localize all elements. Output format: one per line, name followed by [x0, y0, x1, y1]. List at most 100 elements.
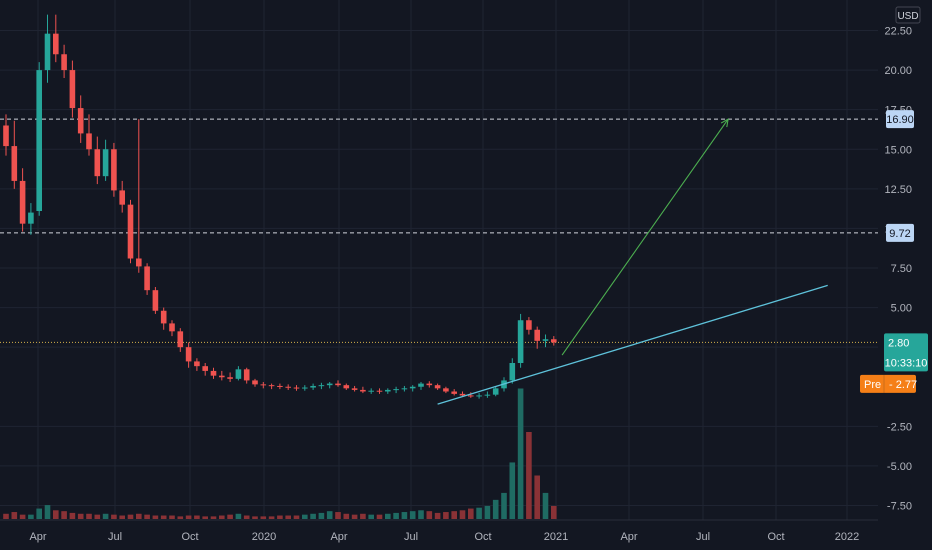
volume-bar: [119, 515, 125, 519]
volume-bar: [194, 515, 200, 519]
level-price-tag: [886, 110, 914, 129]
candle-body: [219, 375, 225, 378]
candle-body: [343, 385, 350, 389]
candle-body: [526, 320, 532, 330]
currency-badge[interactable]: USD: [895, 6, 921, 24]
volume-bar: [468, 508, 474, 519]
volume-bar: [534, 475, 540, 519]
candle-body: [335, 383, 341, 386]
y-tick-label: -5.00: [887, 461, 912, 473]
volume-bar: [19, 514, 26, 519]
currency-label: USD: [897, 11, 918, 22]
volume-bar: [310, 513, 316, 519]
volume-bar: [451, 511, 457, 519]
candle-body: [28, 212, 34, 224]
candle-body: [19, 180, 26, 224]
volume-bar: [144, 514, 150, 519]
volume-bar: [102, 513, 109, 519]
premarket-tag: [860, 374, 916, 393]
candle-body: [243, 369, 250, 381]
volume-bar: [409, 511, 416, 519]
candle-body: [310, 385, 316, 388]
x-tick-label: Jul: [696, 531, 710, 543]
candle-body: [235, 369, 242, 379]
horizontal-levels[interactable]: [0, 118, 878, 343]
candle-body: [252, 380, 258, 385]
level-price-label: 16.90: [886, 114, 914, 126]
volume-bar: [77, 513, 84, 519]
level-price-tag: [886, 223, 914, 242]
volume-bar: [86, 513, 92, 519]
price-axis[interactable]: 22.5020.0017.5015.0012.5010.007.505.002.…: [878, 0, 932, 520]
volume-bar: [202, 516, 208, 519]
target-arrow-head: [720, 118, 729, 128]
volume-bar: [44, 505, 51, 519]
volume-bar: [177, 516, 184, 519]
candle-body: [409, 386, 416, 389]
current-price-tag: [884, 333, 928, 372]
candle-body: [227, 377, 233, 379]
y-tick-label: 12.50: [884, 184, 912, 196]
target-arrow-line[interactable]: [561, 118, 729, 356]
candle-body: [102, 149, 109, 177]
volume-bar: [326, 511, 333, 519]
x-tick-label: Oct: [767, 531, 784, 543]
volume-bar: [393, 512, 399, 519]
candle-body: [434, 385, 441, 389]
grid-lines: [0, 0, 878, 520]
volume-bar: [235, 513, 242, 519]
volume-bar: [401, 512, 408, 519]
trend-line[interactable]: [437, 284, 828, 405]
price-tags: 16.90 9.72 2.80 10:33:10 Pre - 2.77: [860, 110, 928, 393]
premarket-price-label: - 2.77: [889, 379, 917, 391]
candle-body: [3, 125, 9, 147]
y-tick-label: 20.00: [884, 65, 912, 77]
premarket-prefix: Pre: [864, 379, 881, 391]
candle-body: [360, 389, 366, 392]
candle-body: [202, 366, 208, 371]
volume-bar: [434, 512, 441, 519]
volume-bar: [28, 514, 34, 519]
x-tick-label: Apr: [29, 531, 46, 543]
drawing-annotations[interactable]: [437, 118, 828, 405]
volume-bar: [343, 513, 350, 519]
candle-body: [277, 385, 283, 387]
candle-body: [169, 323, 175, 332]
current-price-label: 2.80: [888, 337, 909, 349]
volume-bar: [318, 512, 325, 519]
y-tick-label: 5.00: [891, 303, 912, 315]
price-axis-background: [878, 0, 932, 520]
volume-bar: [360, 513, 366, 519]
candle-body: [368, 390, 374, 392]
candle-body: [177, 331, 184, 348]
time-axis[interactable]: Apr Jul Oct 2020 Apr Jul Oct 2021 Apr Jul Oct 2022: [0, 519, 932, 550]
volume-bar: [501, 492, 507, 519]
candle-body: [11, 146, 18, 181]
volume-bar: [351, 514, 358, 519]
candle-body: [476, 395, 482, 397]
x-tick-label: Oct: [181, 531, 198, 543]
candlesticks: [3, 14, 557, 399]
candle-body: [534, 329, 540, 341]
candle-body: [136, 258, 142, 267]
candle-body: [517, 320, 524, 363]
volume-bar: [3, 513, 9, 519]
countdown-label: 10:33:10: [885, 357, 928, 369]
candle-body: [459, 393, 466, 396]
volume-bar: [127, 514, 134, 519]
volume-bar: [426, 511, 433, 519]
y-tick-label: 22.50: [884, 26, 912, 38]
volume-bar: [542, 492, 549, 519]
candle-body: [86, 133, 92, 150]
volume-bar: [260, 516, 267, 519]
volume-bar: [376, 514, 383, 519]
volume-bar: [185, 515, 192, 519]
candle-body: [401, 388, 408, 390]
x-tick-label: 2022: [835, 531, 859, 543]
x-tick-label: Apr: [330, 531, 347, 543]
volume-bar: [36, 508, 42, 519]
volume-bar: [152, 515, 159, 519]
volume-bar: [252, 516, 258, 519]
